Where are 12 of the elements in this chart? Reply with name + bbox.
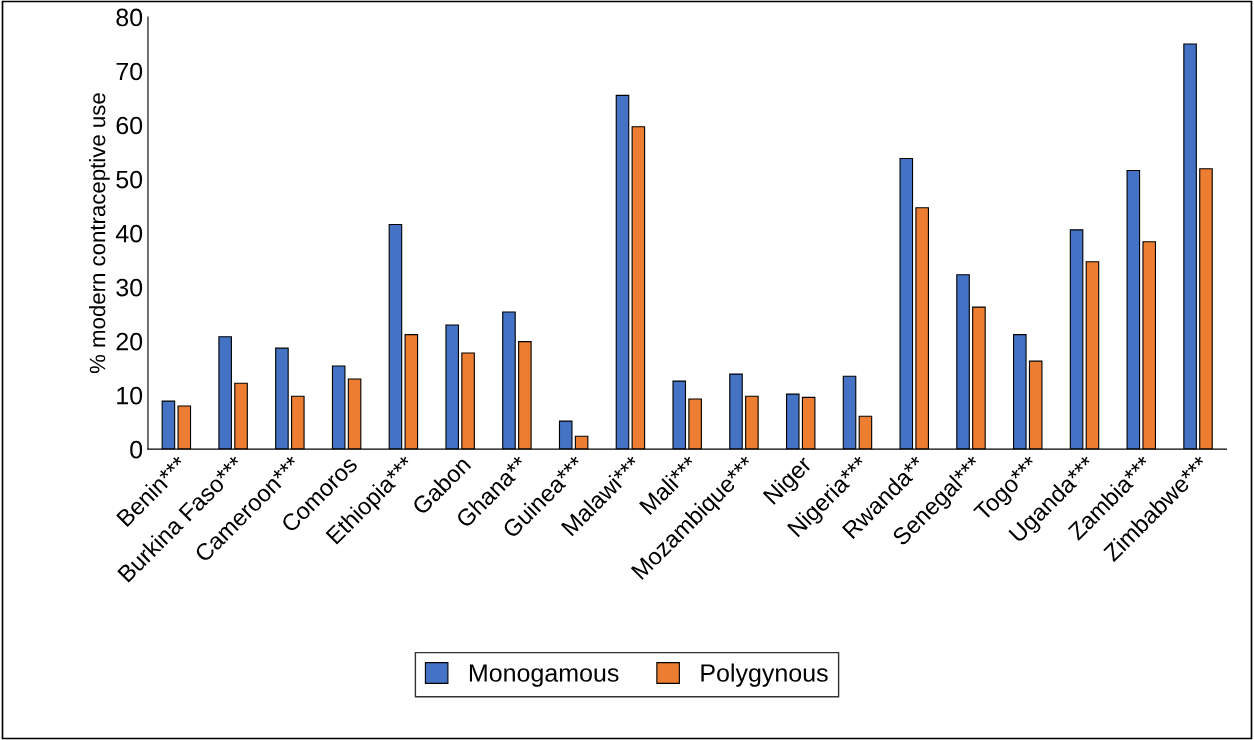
y-tick-label: 80	[116, 8, 143, 27]
y-tick-label: 20	[116, 332, 143, 351]
y-tick-label: 40	[115, 224, 143, 243]
y-axis-title: % modern contraceptive use	[89, 93, 110, 374]
legend-label: Monogamous	[469, 664, 619, 687]
y-tick-label: 50	[116, 170, 143, 189]
y-tick-label: 10	[117, 386, 143, 405]
y-tick-label: 60	[116, 116, 143, 135]
y-tick-label: 70	[116, 62, 143, 81]
y-tick-label: 30	[116, 278, 143, 297]
y-tick-label: 0	[130, 440, 143, 459]
legend-label: Polygynous	[701, 663, 828, 687]
